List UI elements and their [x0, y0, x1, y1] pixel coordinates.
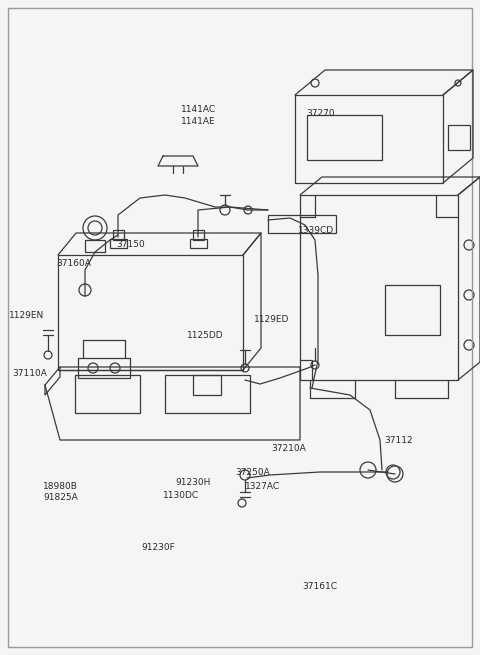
Bar [193, 375, 221, 395]
Bar [448, 125, 470, 150]
Bar [295, 95, 443, 183]
Text: 1339CD: 1339CD [298, 226, 334, 235]
Text: 1129ED: 1129ED [254, 315, 290, 324]
Text: 18980B: 18980B [43, 481, 78, 491]
Bar [165, 375, 250, 413]
Text: 1130DC: 1130DC [163, 491, 199, 500]
Bar [113, 230, 124, 240]
Bar [385, 285, 440, 335]
Text: 1141AC: 1141AC [181, 105, 216, 114]
Text: 37210A: 37210A [271, 444, 306, 453]
Text: 1327AC: 1327AC [245, 481, 280, 491]
Bar [78, 358, 130, 378]
Text: 1141AE: 1141AE [181, 117, 216, 126]
Text: 91230H: 91230H [175, 478, 211, 487]
Text: 37110A: 37110A [12, 369, 47, 378]
Text: 37250A: 37250A [235, 468, 270, 477]
Text: 37161C: 37161C [302, 582, 337, 591]
Bar [110, 239, 127, 248]
Text: 37160A: 37160A [57, 259, 92, 268]
Bar [300, 195, 458, 380]
Bar [268, 215, 336, 233]
Bar [58, 255, 243, 370]
Bar [190, 239, 207, 248]
Bar [85, 240, 105, 252]
Bar [307, 115, 382, 160]
Text: 37112: 37112 [384, 436, 413, 445]
Text: 37270: 37270 [306, 109, 335, 118]
Bar [193, 230, 204, 240]
Text: 1125DD: 1125DD [187, 331, 224, 340]
Text: 91825A: 91825A [43, 493, 78, 502]
Text: 37150: 37150 [116, 240, 145, 250]
Bar [75, 375, 140, 413]
Text: 1129EN: 1129EN [9, 311, 44, 320]
Text: 91230F: 91230F [142, 543, 175, 552]
